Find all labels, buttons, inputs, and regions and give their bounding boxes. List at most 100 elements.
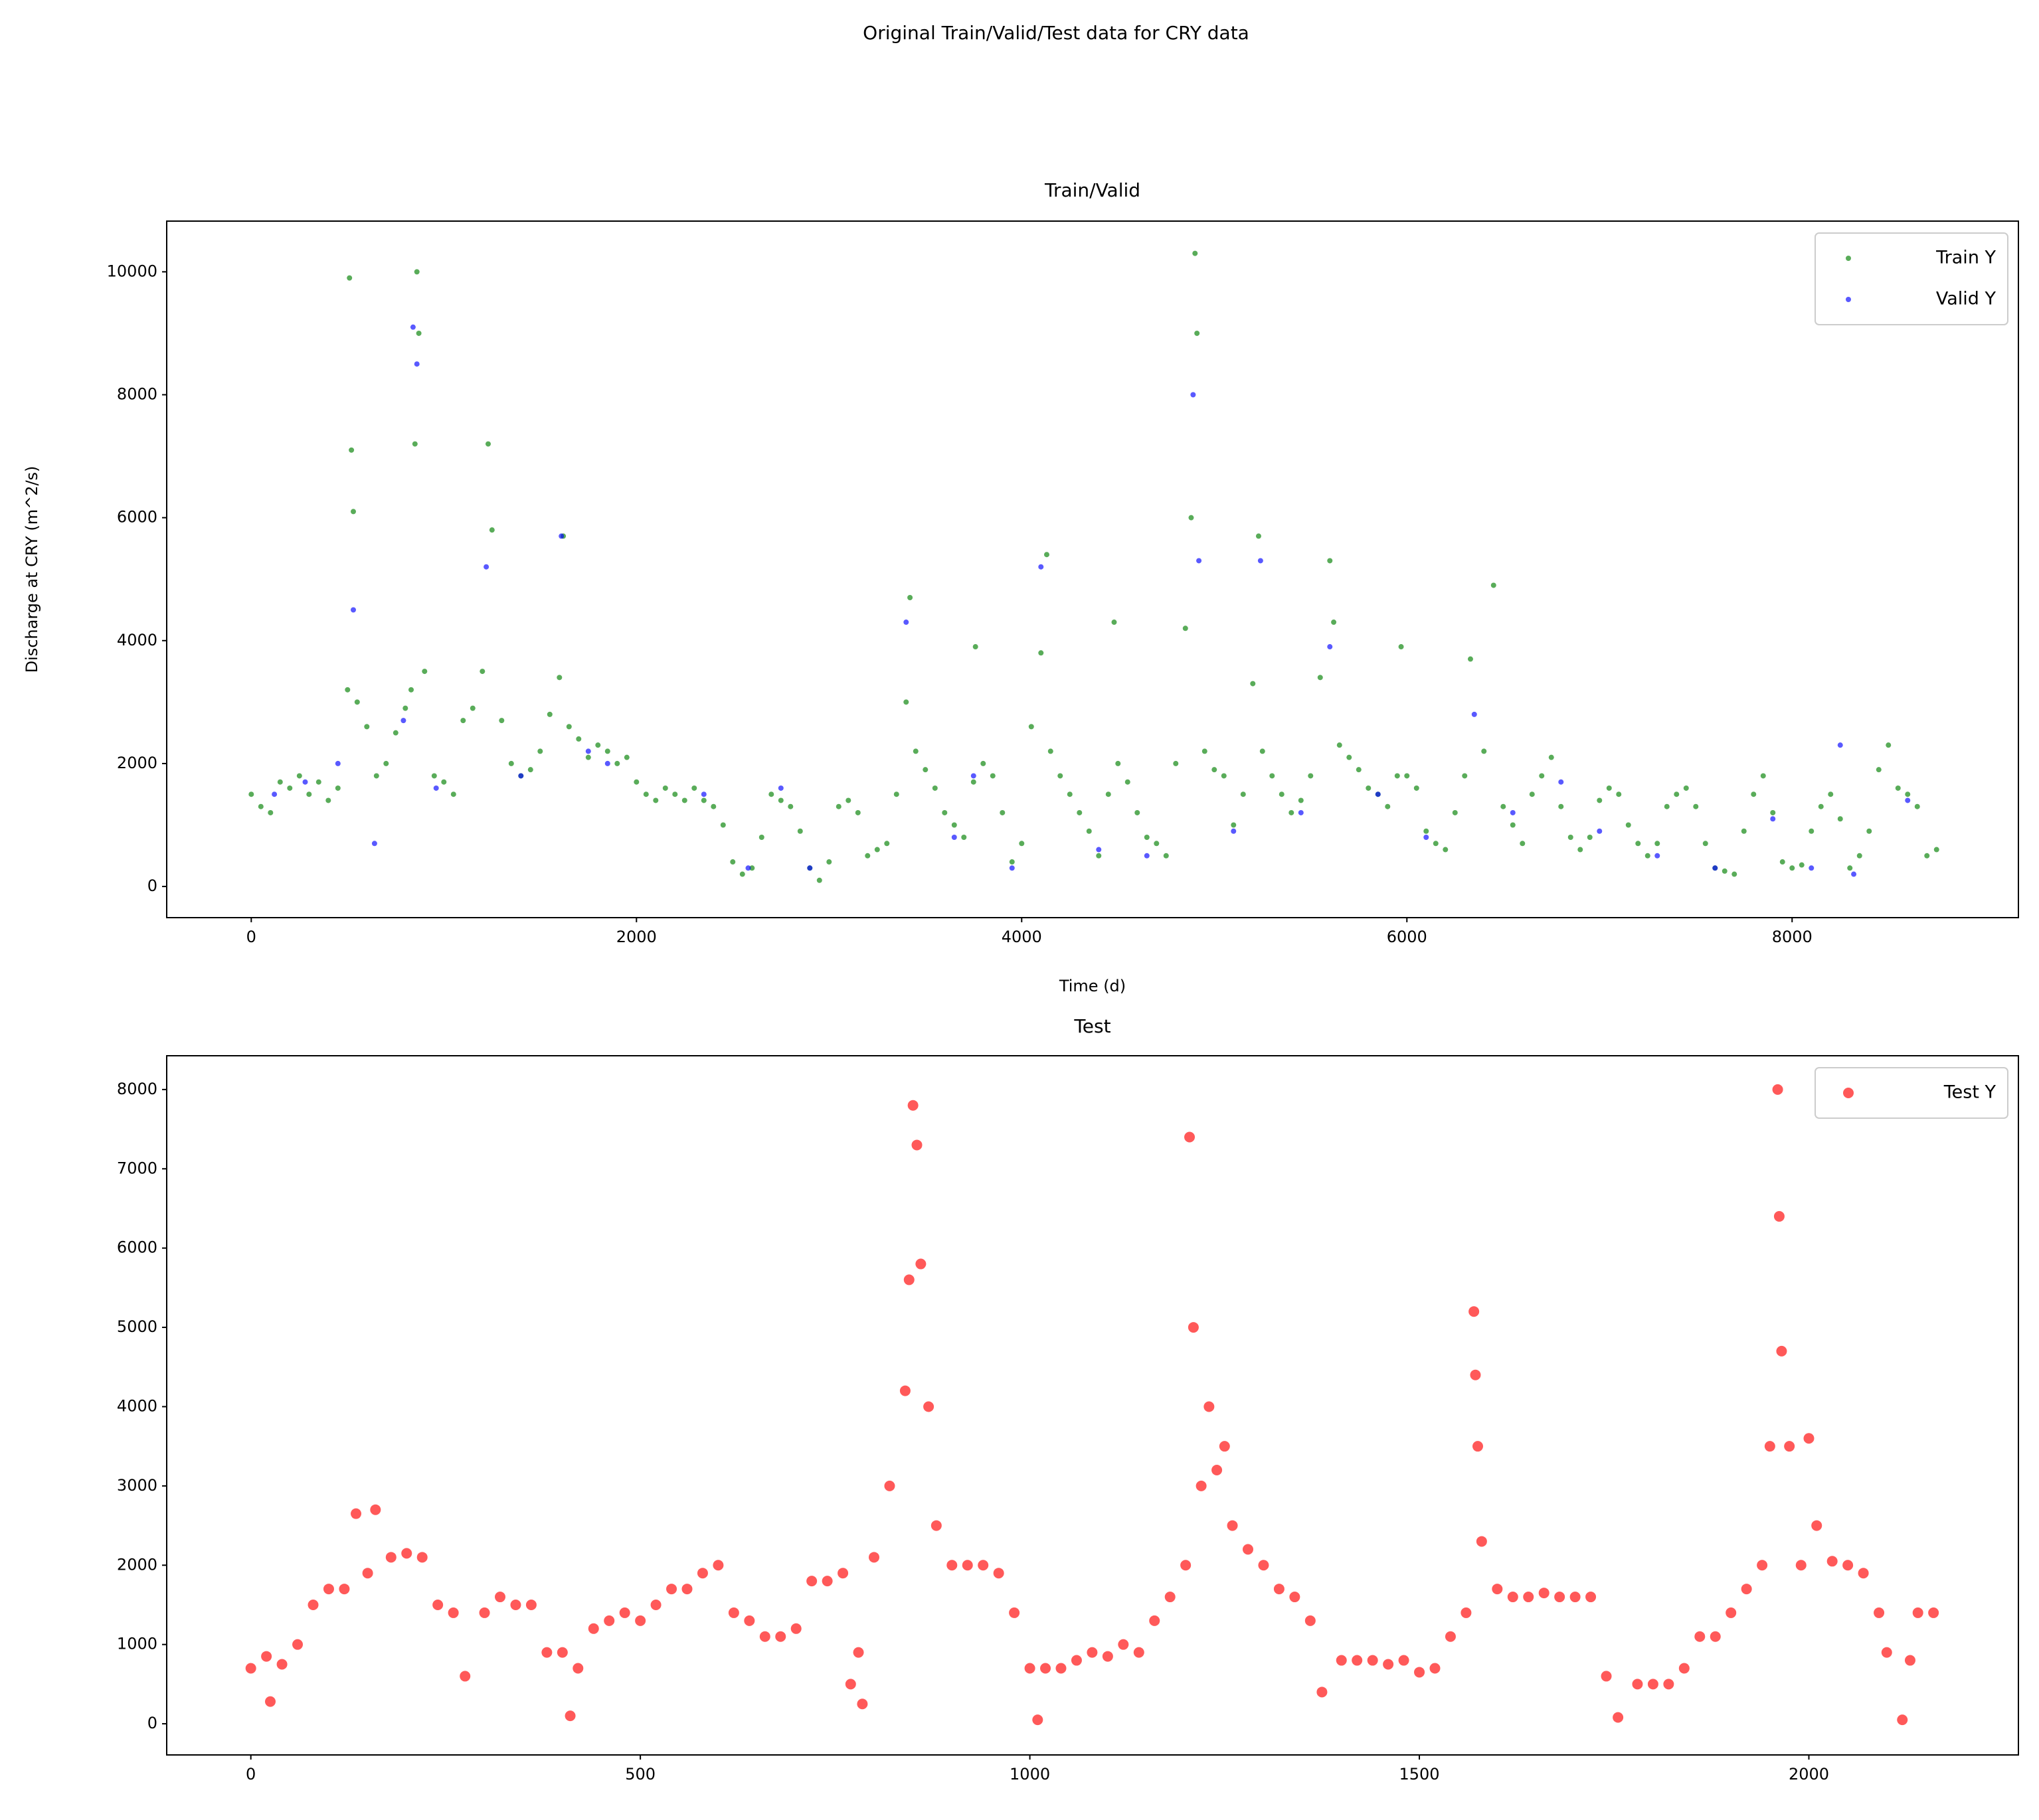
point — [489, 527, 495, 533]
point — [508, 760, 514, 766]
point — [1032, 1714, 1043, 1726]
x-tick-label: 0 — [246, 1765, 256, 1783]
point — [739, 871, 745, 877]
point — [1726, 1607, 1737, 1618]
point — [907, 594, 913, 600]
point — [306, 791, 312, 797]
legend-box — [1815, 232, 2008, 325]
point — [1231, 822, 1237, 828]
x-axis-label: Time (d) — [1059, 977, 1126, 995]
point — [1476, 1536, 1487, 1547]
point — [1558, 779, 1564, 785]
point — [711, 803, 717, 809]
axes-title: Train/Valid — [1044, 179, 1140, 201]
point — [351, 607, 357, 613]
point — [1606, 785, 1612, 791]
legend-marker — [1846, 297, 1851, 302]
point — [874, 847, 880, 853]
point — [1043, 552, 1049, 558]
point — [1741, 1584, 1752, 1595]
point — [816, 877, 822, 883]
point — [1492, 1584, 1503, 1595]
point — [701, 791, 707, 797]
point — [272, 791, 278, 797]
point — [1404, 773, 1410, 779]
y-tick-label: 0 — [147, 1714, 157, 1732]
point — [1192, 250, 1198, 256]
point — [1924, 853, 1930, 859]
point — [1751, 791, 1757, 797]
point — [672, 791, 678, 797]
point — [1304, 1615, 1316, 1626]
point — [1040, 1663, 1051, 1674]
point — [1510, 822, 1516, 828]
point — [1500, 803, 1506, 809]
point — [401, 1548, 412, 1559]
point — [653, 797, 659, 803]
axes-frame — [166, 220, 2019, 918]
point — [1678, 1663, 1690, 1674]
point — [970, 773, 976, 779]
point — [1693, 803, 1699, 809]
point — [1897, 1714, 1908, 1726]
point — [1259, 748, 1265, 754]
point — [744, 1615, 755, 1626]
point — [1257, 558, 1263, 564]
point — [510, 1599, 521, 1610]
point — [1149, 1615, 1160, 1626]
y-tick-label: 1000 — [117, 1635, 157, 1653]
point — [1047, 748, 1053, 754]
point — [1471, 711, 1477, 717]
point — [915, 1258, 927, 1270]
point — [1188, 515, 1194, 521]
point — [614, 760, 620, 766]
point — [1462, 773, 1468, 779]
point — [371, 841, 377, 847]
point — [1858, 1568, 1869, 1579]
point — [323, 1584, 334, 1595]
point — [1702, 841, 1708, 847]
x-tick-label: 1000 — [1010, 1765, 1050, 1783]
point — [1180, 1560, 1192, 1571]
point — [1173, 760, 1179, 766]
point — [806, 1576, 818, 1587]
point — [485, 441, 491, 447]
point — [1273, 1584, 1285, 1595]
point — [1481, 748, 1487, 754]
point — [525, 1599, 537, 1610]
point — [822, 1576, 833, 1587]
point — [681, 797, 687, 803]
point — [1115, 760, 1121, 766]
point — [1803, 1433, 1815, 1444]
point — [1240, 791, 1246, 797]
point — [484, 564, 489, 570]
point — [1826, 1556, 1838, 1567]
point — [559, 533, 565, 539]
point — [547, 711, 553, 717]
point — [913, 748, 919, 754]
point — [1028, 724, 1034, 730]
x-tick-label: 1500 — [1399, 1765, 1439, 1783]
point — [1828, 791, 1834, 797]
point — [1057, 773, 1063, 779]
point — [903, 1274, 915, 1285]
point — [527, 767, 533, 773]
point — [1632, 1679, 1643, 1690]
point — [518, 773, 524, 779]
point — [970, 779, 976, 785]
point — [946, 1560, 958, 1571]
point — [1134, 809, 1140, 815]
point — [277, 779, 283, 785]
point — [1490, 582, 1496, 588]
point — [1288, 809, 1294, 815]
point — [1585, 1592, 1597, 1603]
point — [566, 724, 572, 730]
point — [1154, 841, 1160, 847]
point — [1770, 816, 1776, 822]
y-tick-label: 5000 — [117, 1317, 157, 1336]
point — [364, 724, 370, 730]
point — [1776, 1345, 1787, 1357]
point — [1394, 773, 1400, 779]
point — [1144, 835, 1150, 841]
